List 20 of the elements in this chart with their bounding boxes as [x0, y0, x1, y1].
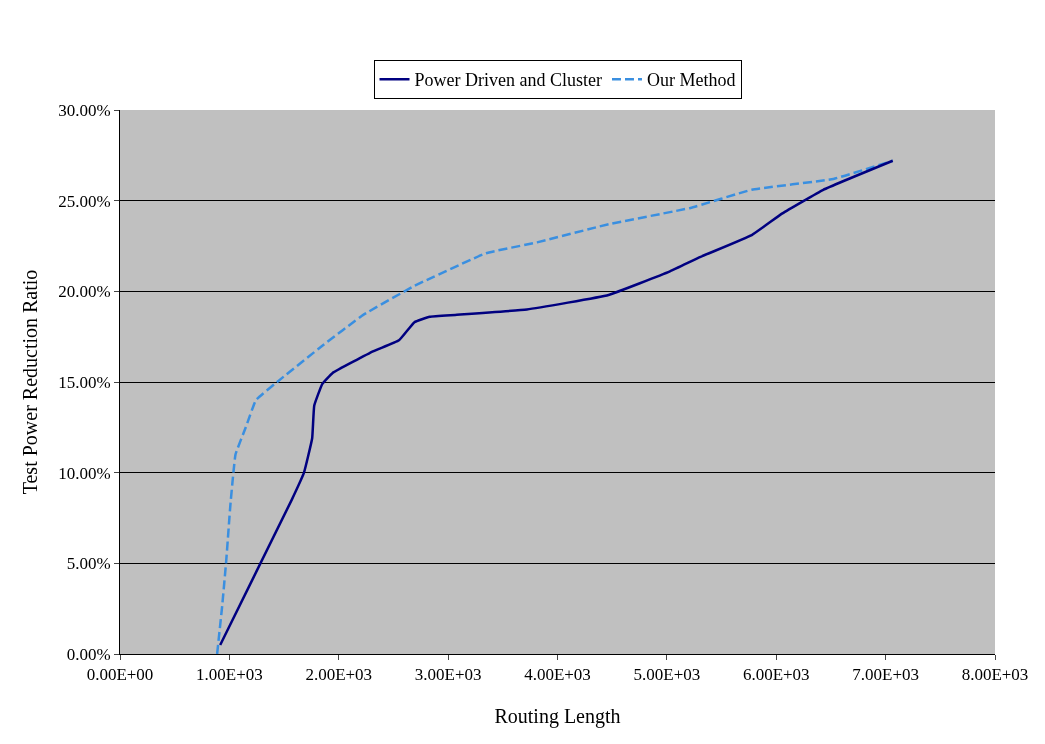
y-tick-label: 10.00% [58, 463, 111, 483]
y-tick-label: 5.00% [66, 554, 111, 574]
legend-label: Our Method [646, 70, 736, 91]
x-tick-label: 8.00E+03 [961, 665, 1029, 685]
y-tick-label: 30.00% [58, 100, 111, 120]
x-tick-label: 3.00E+03 [414, 665, 482, 685]
y-tick-label: 15.00% [58, 372, 111, 392]
x-tick-label: 2.00E+03 [305, 665, 373, 685]
x-tick-label: 4.00E+03 [524, 665, 591, 685]
x-tick-label: 5.00E+03 [633, 665, 701, 685]
y-axis-title: Test Power Reduction Ratio [18, 269, 41, 495]
y-tick-label: 25.00% [58, 191, 111, 211]
x-tick-label: 1.00E+03 [196, 665, 263, 685]
x-tick-label: 7.00E+03 [852, 665, 919, 685]
y-tick-label: 20.00% [58, 282, 111, 302]
x-tick-label: 0.00E+00 [86, 665, 154, 685]
y-tick-label: 0.00% [66, 644, 111, 664]
x-axis-title: Routing Length [494, 704, 621, 728]
legend-label: Power Driven and Cluster [414, 70, 602, 91]
x-tick-label: 6.00E+03 [742, 665, 810, 685]
